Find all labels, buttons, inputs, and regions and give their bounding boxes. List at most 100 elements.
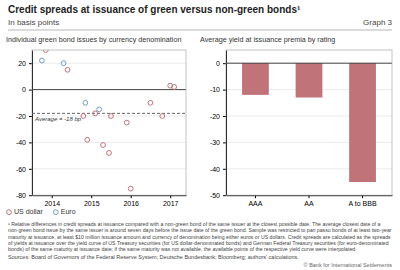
legend-item: Euro	[53, 208, 75, 215]
tick: -10	[210, 86, 226, 93]
point	[160, 114, 165, 119]
tick: -40	[210, 166, 226, 173]
tick-mark	[29, 116, 32, 117]
grid-line	[32, 89, 186, 90]
legend: US dollar Euro	[7, 208, 76, 215]
chart-svg: Credit spreads at issuance of green vers…	[0, 0, 400, 270]
tick-mark	[29, 90, 32, 91]
tick-label: 0	[216, 60, 220, 67]
grid	[226, 63, 392, 195]
copyright: © Bank for International Settlements	[304, 262, 393, 268]
point	[97, 107, 102, 112]
tick: -80	[16, 192, 32, 199]
tick-mark	[29, 142, 32, 143]
tick-mark	[91, 195, 92, 198]
point	[39, 58, 44, 63]
tick-mark	[29, 195, 32, 196]
tick: -20	[16, 113, 32, 120]
tick-label: 20	[18, 60, 26, 67]
tick-label: AAA	[248, 200, 262, 207]
tick-mark	[223, 63, 226, 64]
annotation: Average = -18 bp	[34, 116, 82, 122]
tick: 0	[216, 60, 226, 67]
tick-mark	[309, 195, 310, 198]
tick: 0	[22, 86, 32, 93]
point	[148, 100, 153, 105]
text-line: maturity at issuance, at least $10 milli…	[8, 234, 391, 240]
point	[124, 120, 129, 125]
tick-label: 2014	[44, 200, 60, 207]
sources: Sources: Board of Governors of the Feder…	[8, 254, 299, 260]
point	[109, 114, 114, 119]
graph-label: Graph 3	[363, 18, 392, 27]
grid-line	[32, 63, 186, 64]
legend-label: Euro	[61, 208, 76, 215]
chart-container: Credit spreads at issuance of green vers…	[0, 0, 400, 270]
point	[85, 137, 90, 142]
plot-frame	[32, 50, 186, 195]
title: Credit spreads at issuance of green vers…	[8, 4, 301, 15]
legend-marker	[53, 210, 58, 215]
point	[81, 114, 86, 119]
point	[128, 186, 133, 191]
tick: -60	[16, 166, 32, 173]
footnote: ¹ Relative differences in credit spreads…	[8, 221, 392, 252]
tick-mark	[223, 142, 226, 143]
point	[107, 151, 112, 156]
plot-area	[226, 63, 392, 182]
tick-mark	[255, 195, 256, 198]
tick-mark	[29, 63, 32, 64]
point	[101, 143, 106, 148]
tick-label: A to BBB	[349, 200, 377, 207]
tick-label: 2015	[84, 200, 100, 207]
tick-mark	[52, 195, 53, 198]
tick: AAA	[248, 195, 262, 207]
tick-label: 2017	[163, 200, 179, 207]
text-line: of yields at issuance over the yield cur…	[8, 240, 389, 246]
zero-line	[32, 89, 186, 90]
divider	[8, 30, 392, 31]
legend-label: US dollar	[14, 208, 43, 215]
tick-label: -10	[210, 86, 220, 93]
text-line: bonds) of the same maturity at issuance …	[8, 246, 357, 252]
tick-label: 0	[22, 86, 26, 93]
plot-frame	[226, 50, 392, 195]
tick-mark	[223, 195, 226, 196]
point	[93, 111, 98, 116]
tick-label: -40	[210, 166, 220, 173]
bar	[296, 63, 323, 97]
zero-line	[226, 63, 392, 64]
grid-line	[32, 168, 186, 169]
grid-line	[32, 142, 186, 143]
tick: -40	[16, 139, 32, 146]
subtitle: In basis points	[8, 18, 59, 27]
tick-label: 2016	[123, 200, 139, 207]
tick-label: -20	[16, 113, 26, 120]
tick: 2016	[123, 195, 139, 207]
bar	[242, 63, 269, 95]
y-axis: 0 -10 -20 -30 -40 -50	[210, 51, 227, 199]
tick: 2015	[84, 195, 100, 207]
tick-mark	[223, 90, 226, 91]
tick: -30	[210, 139, 226, 146]
tick-mark	[29, 169, 32, 170]
tick-mark	[170, 195, 171, 198]
tick-label: -60	[16, 166, 26, 173]
tick-mark	[223, 116, 226, 117]
bar	[349, 63, 376, 182]
y-axis: 20 0 -20 -40 -60 -80	[16, 51, 33, 199]
panel-title: Individual green bond issues by currency…	[6, 35, 181, 44]
grid-line	[226, 63, 392, 64]
point	[43, 50, 48, 52]
tick-label: AA	[304, 200, 314, 207]
tick-label: -30	[210, 139, 220, 146]
grid	[32, 63, 186, 195]
legend-item: US dollar	[7, 208, 44, 215]
legend-marker	[7, 210, 12, 215]
plot-area	[32, 50, 186, 191]
tick-mark	[223, 169, 226, 170]
tick-label: -50	[210, 192, 220, 199]
tick-label: -40	[16, 139, 26, 146]
tick-mark	[362, 195, 363, 198]
tick-label: -20	[210, 113, 220, 120]
